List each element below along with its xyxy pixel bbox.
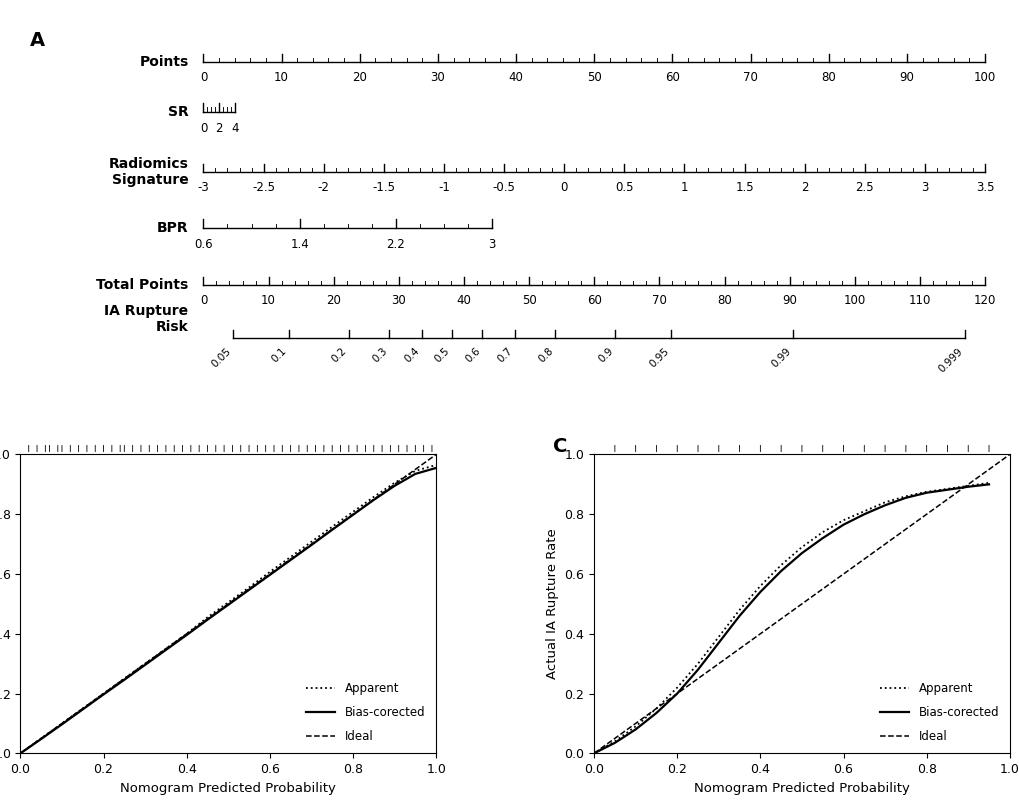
Text: 50: 50 (522, 294, 536, 307)
Text: C: C (552, 437, 567, 455)
Text: -2.5: -2.5 (252, 181, 275, 194)
Text: 0.6: 0.6 (194, 237, 213, 250)
Text: 0: 0 (200, 71, 207, 84)
Text: 0.5: 0.5 (614, 181, 633, 194)
Text: A: A (31, 31, 46, 49)
Text: 120: 120 (973, 294, 996, 307)
Text: 3: 3 (488, 237, 495, 250)
Text: BPR: BPR (157, 221, 189, 235)
Text: 2.5: 2.5 (855, 181, 873, 194)
Text: 0.5: 0.5 (433, 346, 451, 364)
Text: 50: 50 (586, 71, 601, 84)
Text: 40: 40 (508, 71, 523, 84)
Text: 40: 40 (457, 294, 471, 307)
Text: 3.5: 3.5 (975, 181, 994, 194)
Legend: Apparent, Bias-corected, Ideal: Apparent, Bias-corected, Ideal (301, 678, 430, 748)
Text: -2: -2 (318, 181, 329, 194)
X-axis label: Nomogram Predicted Probability: Nomogram Predicted Probability (120, 782, 336, 795)
Text: 1: 1 (680, 181, 688, 194)
Text: 0.8: 0.8 (536, 346, 554, 364)
Text: Total Points: Total Points (96, 278, 189, 292)
Text: 0.05: 0.05 (210, 346, 233, 369)
Text: 0.99: 0.99 (769, 346, 793, 369)
Text: 4: 4 (230, 122, 238, 134)
Text: 0.95: 0.95 (647, 346, 671, 369)
Text: 0: 0 (200, 294, 207, 307)
Text: 20: 20 (326, 294, 340, 307)
Text: 80: 80 (820, 71, 836, 84)
Text: 1.4: 1.4 (290, 237, 309, 250)
Text: 100: 100 (843, 294, 865, 307)
Text: 110: 110 (908, 294, 930, 307)
Text: 60: 60 (586, 294, 601, 307)
Y-axis label: Actual IA Rupture Rate: Actual IA Rupture Rate (545, 528, 558, 680)
Text: -1: -1 (437, 181, 449, 194)
Text: 0.2: 0.2 (330, 346, 348, 364)
Text: 0.999: 0.999 (936, 346, 964, 374)
Text: 0.6: 0.6 (463, 346, 482, 364)
Text: 80: 80 (716, 294, 732, 307)
Text: 2.2: 2.2 (386, 237, 405, 250)
Text: 0.3: 0.3 (370, 346, 388, 364)
Text: 30: 30 (391, 294, 406, 307)
Text: 10: 10 (274, 71, 288, 84)
Text: SR: SR (168, 105, 189, 119)
Text: 70: 70 (651, 294, 666, 307)
Text: 0: 0 (560, 181, 568, 194)
Legend: Apparent, Bias-corected, Ideal: Apparent, Bias-corected, Ideal (874, 678, 1003, 748)
Text: 100: 100 (973, 71, 996, 84)
Text: 1.5: 1.5 (735, 181, 753, 194)
Text: 2: 2 (215, 122, 222, 134)
Text: 70: 70 (743, 71, 757, 84)
Text: -3: -3 (198, 181, 209, 194)
Text: 0.9: 0.9 (596, 346, 614, 364)
Text: 0.4: 0.4 (403, 346, 422, 364)
Text: -0.5: -0.5 (492, 181, 515, 194)
X-axis label: Nomogram Predicted Probability: Nomogram Predicted Probability (693, 782, 909, 795)
Text: 0.7: 0.7 (495, 346, 515, 364)
Text: 0.1: 0.1 (270, 346, 288, 364)
Text: 60: 60 (664, 71, 680, 84)
Text: 2: 2 (800, 181, 808, 194)
Text: 10: 10 (261, 294, 276, 307)
Text: 90: 90 (782, 294, 796, 307)
Text: 3: 3 (920, 181, 927, 194)
Text: 20: 20 (352, 71, 367, 84)
Text: -1.5: -1.5 (372, 181, 395, 194)
Text: 90: 90 (899, 71, 913, 84)
Text: IA Rupture
Risk: IA Rupture Risk (104, 304, 189, 335)
Text: 30: 30 (430, 71, 445, 84)
Text: 0: 0 (200, 122, 207, 134)
Text: Points: Points (140, 55, 189, 69)
Text: Radiomics
Signature: Radiomics Signature (109, 156, 189, 187)
